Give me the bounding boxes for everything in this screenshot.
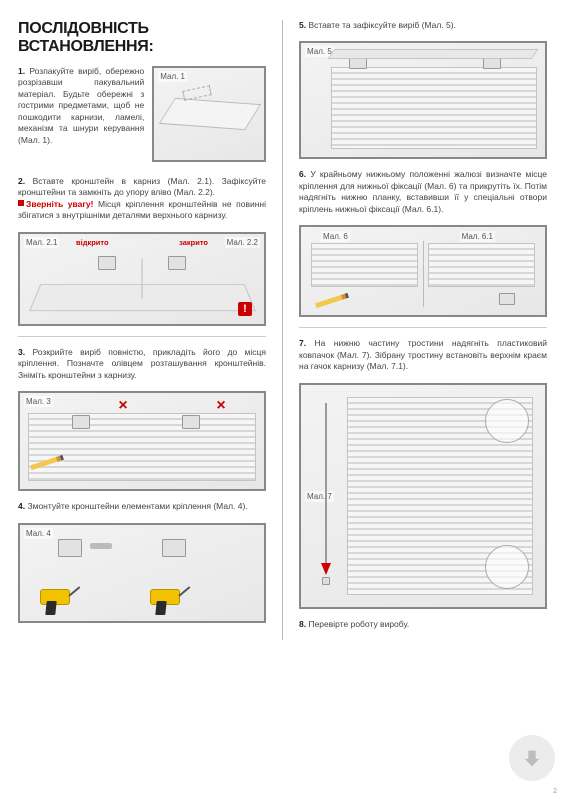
figure-6: Мал. 6 Мал. 6.1 bbox=[299, 225, 547, 317]
step-2-text: 2. Вставте кронштейн в карниз (Мал. 2.1)… bbox=[18, 176, 266, 199]
fig-label: Мал. 6 bbox=[321, 231, 350, 242]
figure-1: Мал. 1 bbox=[152, 66, 266, 162]
step-num: 2. bbox=[18, 176, 25, 186]
arrow-down-icon bbox=[321, 563, 331, 575]
step-body: У крайньому нижньому положенні жалюзі ви… bbox=[299, 169, 547, 213]
step-7: 7. На нижню частину тростини надягніть п… bbox=[299, 338, 547, 372]
step-body: Вставте та зафіксуйте виріб (Мал. 5). bbox=[308, 20, 455, 30]
x-mark-icon: × bbox=[116, 399, 130, 413]
divider-line bbox=[18, 336, 266, 337]
page-columns: ПОСЛІДОВНІСТЬ ВСТАНОВЛЕННЯ: 1. Розпакуйт… bbox=[0, 0, 565, 650]
step-num: 3. bbox=[18, 347, 25, 357]
step-7-text: 7. На нижню частину тростини надягніть п… bbox=[299, 338, 547, 372]
step-num: 8. bbox=[299, 619, 306, 629]
figure-2: Мал. 2.1 Мал. 2.2 відкрито закрито ! bbox=[18, 232, 266, 326]
main-title: ПОСЛІДОВНІСТЬ ВСТАНОВЛЕННЯ: bbox=[18, 20, 266, 56]
step-4: 4. Змонтуйте кронштейни елементами кріпл… bbox=[18, 501, 266, 512]
figure-5: Мал. 5 bbox=[299, 41, 547, 159]
step-body: На нижню частину тростини надягніть плас… bbox=[299, 338, 547, 371]
step-2: 2. Вставте кронштейн в карниз (Мал. 2.1)… bbox=[18, 176, 266, 222]
warn-square-icon bbox=[18, 200, 24, 206]
step-body: Розпакуйте виріб, обережно розрізавши па… bbox=[18, 66, 144, 145]
open-tag: відкрито bbox=[76, 238, 109, 247]
right-column: 5. Вставте та зафіксуйте виріб (Мал. 5).… bbox=[299, 20, 547, 640]
step-3-text: 3. Розкрийте виріб повністю, прикладіть … bbox=[18, 347, 266, 381]
warn-label: Зверніть увагу! bbox=[26, 199, 93, 209]
closed-tag: закрито bbox=[179, 238, 208, 247]
step-3: 3. Розкрийте виріб повністю, прикладіть … bbox=[18, 347, 266, 381]
fig-label: Мал. 2.2 bbox=[225, 237, 260, 248]
step-5-text: 5. Вставте та зафіксуйте виріб (Мал. 5). bbox=[299, 20, 547, 31]
step-4-text: 4. Змонтуйте кронштейни елементами кріпл… bbox=[18, 501, 266, 512]
step-body: Розкрийте виріб повністю, прикладіть йог… bbox=[18, 347, 266, 380]
step-2-warning: Зверніть увагу! Місця кріплення кронштей… bbox=[18, 199, 266, 222]
step-1: 1. Розпакуйте виріб, обережно розрізавши… bbox=[18, 66, 266, 162]
drill-icon bbox=[150, 589, 194, 615]
fig-label: Мал. 6.1 bbox=[460, 231, 495, 242]
step-6: 6. У крайньому нижньому положенні жалюзі… bbox=[299, 169, 547, 215]
fig-label: Мал. 4 bbox=[24, 528, 53, 539]
x-mark-icon: × bbox=[214, 399, 228, 413]
pencil-icon bbox=[315, 293, 349, 308]
column-divider bbox=[282, 20, 283, 640]
left-column: ПОСЛІДОВНІСТЬ ВСТАНОВЛЕННЯ: 1. Розпакуйт… bbox=[18, 20, 266, 640]
step-num: 1. bbox=[18, 66, 25, 76]
drill-icon bbox=[40, 589, 84, 615]
figure-3: Мал. 3 × × bbox=[18, 391, 266, 491]
fig-label: Мал. 1 bbox=[158, 71, 187, 82]
fig-label: Мал. 2.1 bbox=[24, 237, 59, 248]
step-6-text: 6. У крайньому нижньому положенні жалюзі… bbox=[299, 169, 547, 215]
step-body: Перевірте роботу виробу. bbox=[308, 619, 409, 629]
step-body: Змонтуйте кронштейни елементами кріпленн… bbox=[27, 501, 247, 511]
divider-line bbox=[299, 327, 547, 328]
step-num: 7. bbox=[299, 338, 306, 348]
figure-7: Мал. 7 Мал. 7.1 bbox=[299, 383, 547, 609]
step-num: 6. bbox=[299, 169, 306, 179]
step-8-text: 8. Перевірте роботу виробу. bbox=[299, 619, 547, 630]
fig-label: Мал. 7 bbox=[305, 491, 334, 502]
step-8: 8. Перевірте роботу виробу. bbox=[299, 619, 547, 630]
warning-icon: ! bbox=[238, 302, 252, 316]
page-number: 2 bbox=[553, 788, 557, 795]
step-1-text: 1. Розпакуйте виріб, обережно розрізавши… bbox=[18, 66, 144, 162]
figure-4: Мал. 4 bbox=[18, 523, 266, 623]
fig-label: Мал. 3 bbox=[24, 396, 53, 407]
step-num: 4. bbox=[18, 501, 25, 511]
step-body: Вставте кронштейн в карниз (Мал. 2.1). З… bbox=[18, 176, 266, 197]
step-5: 5. Вставте та зафіксуйте виріб (Мал. 5). bbox=[299, 20, 547, 31]
step-num: 5. bbox=[299, 20, 306, 30]
watermark-icon bbox=[509, 735, 555, 781]
